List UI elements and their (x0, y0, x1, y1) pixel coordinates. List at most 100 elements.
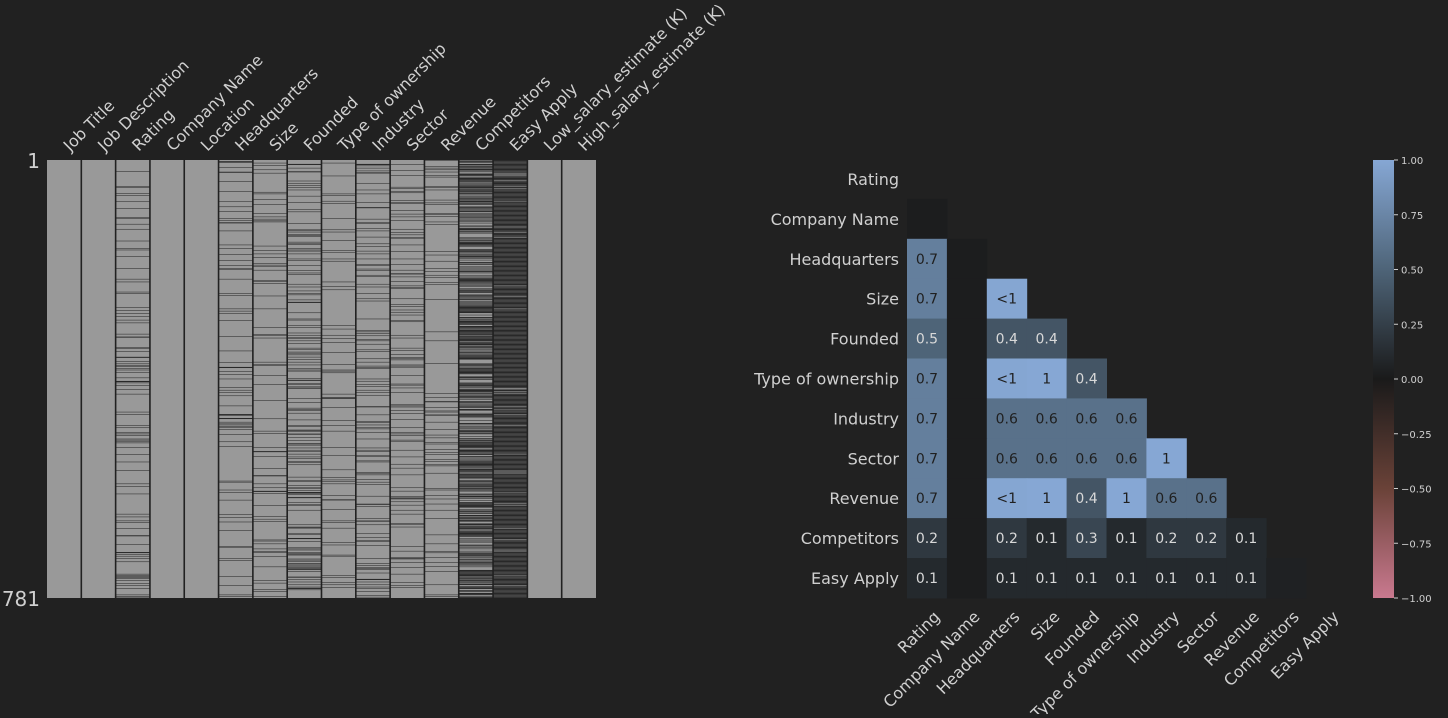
matrix-missing-row (458, 365, 494, 366)
matrix-missing-row (458, 594, 494, 595)
matrix-missing-row (287, 476, 322, 478)
matrix-missing-row (493, 456, 528, 458)
matrix-missing-row (493, 289, 528, 291)
matrix-missing-row (458, 347, 494, 348)
matrix-missing-row (493, 518, 528, 519)
matrix-missing-row (493, 573, 528, 575)
matrix-missing-row (493, 283, 528, 284)
matrix-missing-row (287, 492, 322, 494)
matrix-missing-row (493, 440, 528, 442)
matrix-missing-row (493, 583, 528, 584)
heatmap-cell-label: 0.6 (1115, 411, 1137, 427)
matrix-missing-row (218, 313, 253, 314)
matrix-missing-row (321, 522, 356, 523)
matrix-missing-row (458, 193, 494, 194)
matrix-missing-row (493, 268, 528, 269)
matrix-missing-row (424, 411, 459, 413)
matrix-missing-row (493, 400, 528, 401)
matrix-missing-row (493, 389, 528, 390)
matrix-missing-row (218, 417, 253, 419)
matrix-missing-row (390, 320, 425, 321)
matrix-missing-row (252, 250, 288, 251)
matrix-missing-row (458, 590, 494, 591)
matrix-missing-row (493, 511, 528, 512)
matrix-missing-row (424, 461, 459, 462)
matrix-missing-row (287, 361, 322, 363)
matrix-missing-row (493, 510, 528, 512)
matrix-missing-row (493, 580, 528, 581)
matrix-missing-row (493, 513, 528, 515)
matrix-missing-row (493, 291, 528, 293)
matrix-missing-row (390, 366, 425, 368)
matrix-missing-row (458, 250, 494, 251)
matrix-missing-row (390, 404, 425, 406)
matrix-missing-row (458, 514, 494, 516)
matrix-missing-row (458, 511, 494, 512)
matrix-missing-row (115, 228, 150, 230)
heatmap-cell (1146, 438, 1187, 479)
matrix-missing-row (424, 557, 459, 558)
matrix-missing-row (493, 272, 528, 273)
matrix-missing-row (493, 531, 528, 532)
matrix-missing-row (458, 320, 494, 321)
matrix-missing-row (493, 418, 528, 420)
matrix-missing-row (252, 162, 288, 164)
matrix-missing-row (493, 474, 528, 476)
matrix-missing-row (115, 217, 150, 218)
matrix-missing-row (493, 460, 528, 462)
matrix-missing-row (458, 402, 494, 403)
matrix-missing-row (493, 208, 528, 210)
matrix-missing-row (390, 298, 425, 300)
matrix-missing-row (458, 200, 494, 201)
matrix-missing-row (458, 470, 494, 472)
matrix-missing-row (287, 464, 322, 466)
matrix-missing-row (424, 331, 459, 333)
matrix-missing-row (458, 227, 494, 229)
matrix-missing-row (493, 171, 528, 173)
matrix-missing-row (493, 407, 528, 409)
matrix-missing-row (493, 230, 528, 231)
matrix-missing-row (493, 357, 528, 359)
matrix-missing-row (493, 197, 528, 199)
matrix-missing-row (493, 267, 528, 268)
matrix-missing-row (458, 431, 494, 432)
matrix-missing-row (458, 447, 494, 448)
heatmap-cell-label: 0.7 (916, 292, 938, 308)
matrix-missing-row (493, 477, 528, 478)
matrix-missing-row (493, 253, 528, 254)
matrix-missing-row (493, 525, 528, 526)
matrix-missing-row (458, 393, 494, 394)
matrix-missing-row (493, 446, 528, 448)
matrix-missing-row (493, 305, 528, 306)
matrix-missing-row (390, 558, 425, 560)
matrix-missing-row (458, 572, 494, 574)
matrix-missing-row (252, 361, 288, 363)
matrix-missing-row (493, 188, 528, 190)
matrix-missing-row (458, 410, 494, 411)
matrix-missing-row (458, 429, 494, 431)
matrix-missing-row (355, 545, 391, 546)
matrix-missing-row (493, 463, 528, 465)
matrix-missing-row (287, 480, 322, 481)
matrix-missing-row (493, 319, 528, 320)
matrix-missing-row (458, 402, 494, 404)
matrix-missing-row (218, 362, 253, 363)
matrix-missing-row (493, 314, 528, 316)
matrix-missing-row (355, 481, 391, 483)
matrix-missing-row (493, 444, 528, 446)
matrix-missing-row (321, 582, 356, 583)
matrix-missing-row (218, 423, 253, 425)
matrix-missing-row (458, 481, 494, 482)
matrix-missing-row (458, 323, 494, 325)
matrix-missing-row (458, 432, 494, 434)
matrix-missing-row (493, 194, 528, 196)
matrix-missing-row (458, 539, 494, 541)
matrix-missing-row (458, 438, 494, 440)
matrix-missing-row (493, 566, 528, 568)
matrix-missing-row (493, 507, 528, 508)
matrix-missing-row (493, 324, 528, 325)
matrix-missing-row (493, 280, 528, 282)
matrix-missing-row (493, 274, 528, 276)
matrix-missing-row (458, 447, 494, 449)
matrix-missing-row (287, 563, 322, 564)
